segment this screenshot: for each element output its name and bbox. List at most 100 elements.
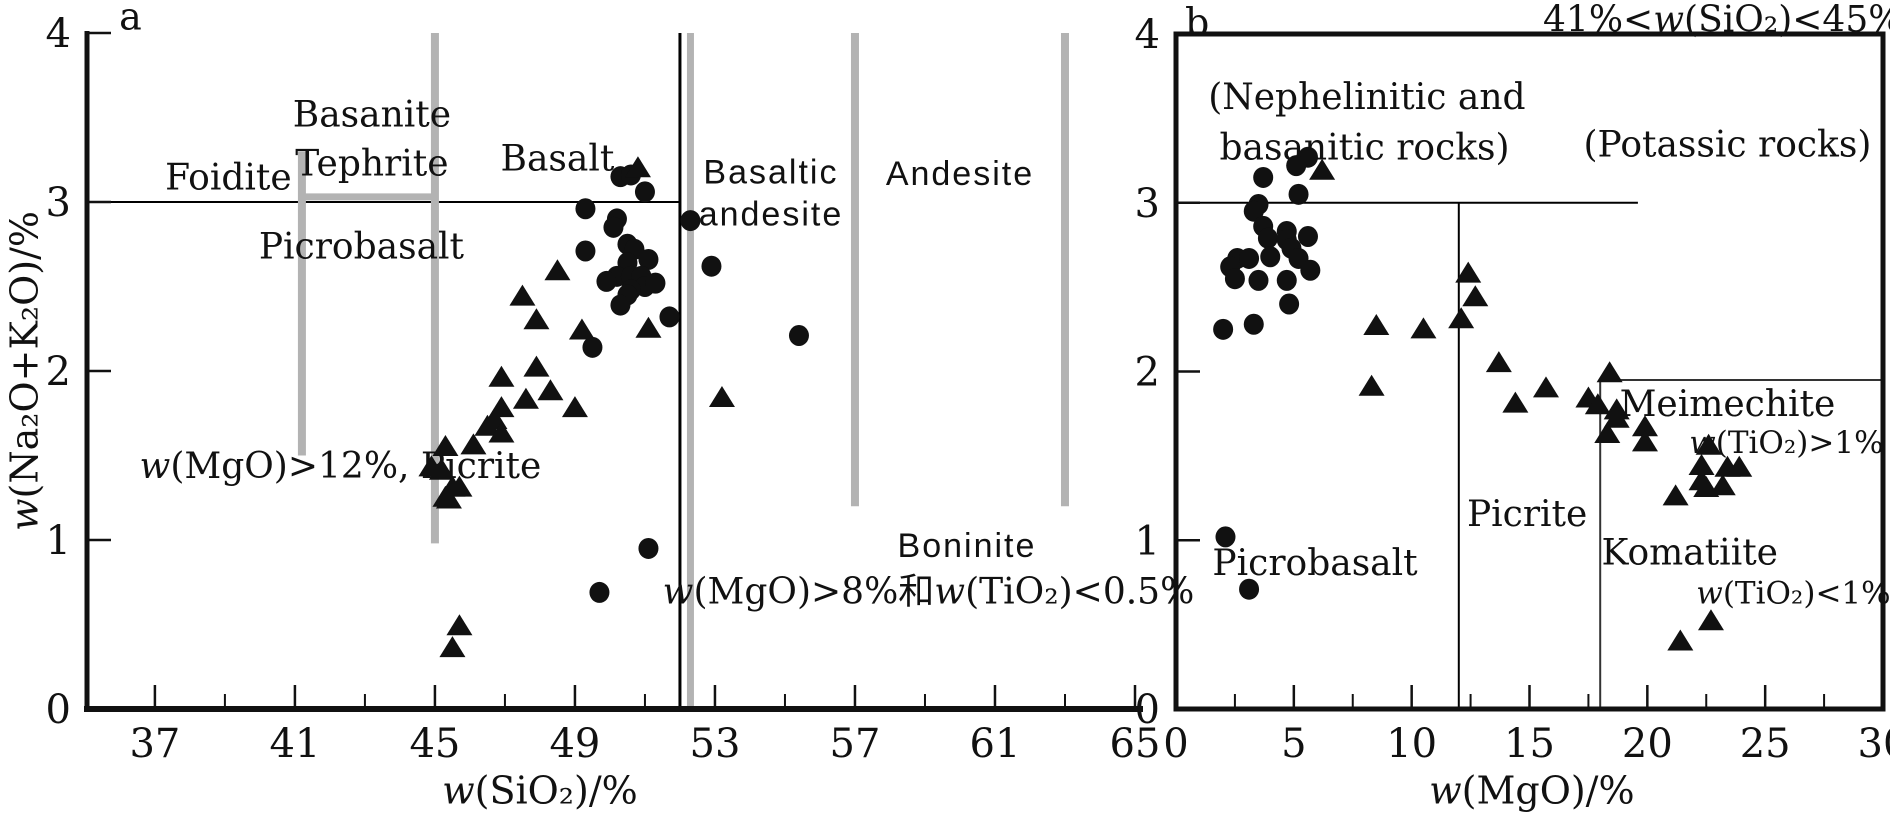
data-point-triangle bbox=[1448, 307, 1475, 329]
data-point-circle bbox=[645, 272, 666, 294]
y-tick-label: 2 bbox=[46, 349, 71, 395]
region-label: w(TiO₂)>1% bbox=[1689, 425, 1883, 461]
data-point-circle bbox=[1260, 246, 1281, 268]
data-point-triangle bbox=[1631, 415, 1658, 437]
region-label: Foidite bbox=[165, 157, 292, 198]
region-label: Picrite bbox=[1467, 494, 1587, 535]
region-label: Andesite bbox=[886, 155, 1034, 193]
data-point-triangle bbox=[1309, 158, 1336, 180]
data-point-triangle bbox=[446, 614, 473, 636]
region-label: Basalt bbox=[501, 139, 615, 180]
data-point-circle bbox=[1215, 526, 1236, 548]
x-tick-label: 5 bbox=[1281, 721, 1306, 767]
x-tick-label: 41 bbox=[269, 721, 320, 767]
region-label: w(TiO₂)<1% bbox=[1696, 575, 1890, 611]
x-tick-label: 10 bbox=[1386, 721, 1437, 767]
region-label: andesite bbox=[699, 196, 844, 234]
region-label: basanitic rocks) bbox=[1219, 128, 1509, 169]
data-point-circle bbox=[610, 294, 631, 316]
data-point-triangle bbox=[446, 475, 473, 497]
data-point-circle bbox=[1253, 166, 1274, 188]
x-tick-label: 15 bbox=[1504, 721, 1555, 767]
data-point-circle bbox=[1288, 183, 1309, 205]
region-label: Basanite bbox=[293, 95, 451, 136]
y-tick-label: 0 bbox=[46, 687, 71, 733]
data-point-circle bbox=[575, 198, 596, 220]
y-tick-label: 1 bbox=[1135, 518, 1160, 564]
data-point-triangle bbox=[1667, 629, 1694, 651]
data-point-triangle bbox=[509, 284, 536, 306]
data-point-triangle bbox=[537, 379, 564, 401]
data-point-circle bbox=[575, 240, 596, 262]
data-point-circle bbox=[701, 255, 722, 277]
data-point-circle bbox=[1213, 318, 1234, 340]
data-point-triangle bbox=[432, 435, 459, 457]
data-point-circle bbox=[1257, 227, 1278, 249]
data-point-triangle bbox=[1726, 455, 1753, 477]
x-tick-label: 20 bbox=[1622, 721, 1673, 767]
region-label: 41%<w(SiO₂)<45% bbox=[1543, 0, 1890, 40]
data-point-circle bbox=[1239, 578, 1260, 600]
data-point-triangle bbox=[428, 458, 455, 480]
y-tick-label: 4 bbox=[46, 11, 71, 57]
x-tick-label: 25 bbox=[1740, 721, 1791, 767]
data-point-triangle bbox=[635, 316, 662, 338]
region-label: Basaltic bbox=[703, 153, 838, 191]
data-point-triangle bbox=[523, 355, 550, 377]
y-tick-label: 3 bbox=[46, 180, 71, 226]
data-point-circle bbox=[589, 581, 610, 603]
data-point-circle bbox=[1224, 268, 1245, 290]
data-point-triangle bbox=[1662, 484, 1689, 506]
data-point-triangle bbox=[1584, 393, 1611, 415]
data-point-triangle bbox=[1631, 430, 1658, 452]
panel-a-tas-diagram: 37 41 45 49 53 57 61 6501234w(SiO₂)/%w(Na₂O+K₂O… bbox=[2, 0, 1194, 812]
data-point-triangle bbox=[568, 318, 595, 340]
data-point-circle bbox=[1300, 259, 1321, 281]
data-point-triangle bbox=[1502, 391, 1529, 413]
x-tick-label: 53 bbox=[690, 721, 741, 767]
data-point-circle bbox=[1279, 293, 1300, 315]
data-point-circle bbox=[1248, 269, 1269, 291]
data-point-triangle bbox=[1709, 474, 1736, 496]
data-point-circle bbox=[638, 537, 659, 559]
data-point-triangle bbox=[1358, 374, 1385, 396]
region-label: Boninite bbox=[898, 527, 1037, 565]
data-point-circle bbox=[582, 336, 603, 358]
panel-letter: b bbox=[1185, 0, 1209, 44]
data-point-triangle bbox=[1603, 406, 1630, 428]
x-tick-label: 57 bbox=[830, 721, 881, 767]
data-point-triangle bbox=[512, 387, 539, 409]
data-point-triangle bbox=[561, 396, 588, 418]
data-point-circle bbox=[680, 210, 701, 232]
data-point-triangle bbox=[1697, 609, 1724, 631]
data-point-circle bbox=[603, 216, 624, 238]
panel-letter: a bbox=[119, 0, 142, 38]
data-point-circle bbox=[1239, 247, 1260, 269]
x-tick-label: 61 bbox=[970, 721, 1021, 767]
y-axis-title: w(Na₂O+K₂O)/% bbox=[2, 211, 46, 531]
data-point-triangle bbox=[439, 636, 466, 658]
data-point-circle bbox=[1243, 200, 1264, 222]
data-point-circle bbox=[1297, 226, 1318, 247]
region-label: Tephrite bbox=[295, 144, 448, 185]
x-tick-label: 65 bbox=[1110, 721, 1161, 767]
x-tick-label: 49 bbox=[549, 721, 600, 767]
x-tick-label: 37 bbox=[129, 721, 180, 767]
data-point-triangle bbox=[523, 308, 550, 330]
x-axis-title: w(SiO₂)/% bbox=[442, 768, 638, 812]
data-point-triangle bbox=[1693, 475, 1720, 497]
data-point-triangle bbox=[1532, 376, 1559, 398]
panel-b-mgo-diagram: 0 5 10 15 20 25 30 0 1 2 3 4 w(MgO)/% 41%<w(SiO₂)<45%… bbox=[1135, 0, 1890, 812]
data-point-circle bbox=[659, 306, 680, 328]
data-point-circle bbox=[634, 181, 655, 203]
region-label: Meimechite bbox=[1620, 384, 1836, 425]
region-label: Picrobasalt bbox=[1212, 543, 1418, 584]
data-point-triangle bbox=[624, 156, 651, 178]
region-label: (Nephelinitic and bbox=[1208, 77, 1525, 118]
data-point-triangle bbox=[1695, 433, 1722, 455]
data-point-triangle bbox=[1462, 285, 1489, 307]
region-label: Komatiite bbox=[1602, 533, 1778, 574]
y-tick-label: 1 bbox=[46, 518, 71, 564]
data-point-circle bbox=[638, 248, 659, 270]
